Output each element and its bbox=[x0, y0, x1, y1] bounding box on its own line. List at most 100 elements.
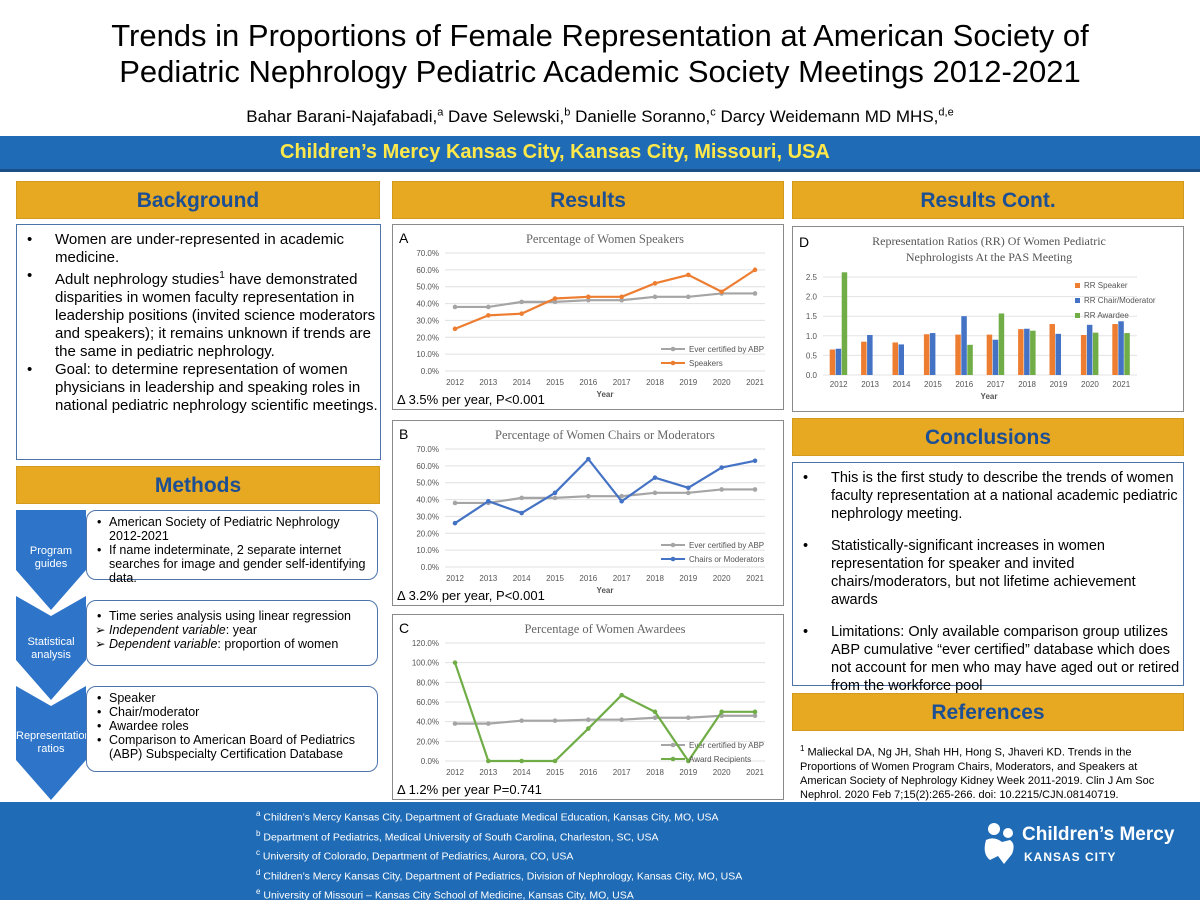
chart-a-series-2-point bbox=[486, 313, 491, 318]
chart-c-series-1-point bbox=[619, 717, 624, 722]
chart-b-ytick: 0.0% bbox=[421, 563, 439, 572]
chart-c-legend-marker bbox=[670, 742, 676, 748]
chart-d-bar-rr-chair-moderator bbox=[929, 333, 936, 375]
chart-c-box: C Percentage of Women Awardees 0.0% 20.0% 40… bbox=[392, 614, 784, 800]
chart-d-legend-swatch bbox=[1075, 313, 1080, 318]
chart-c-legend-label: Ever certified by ABP bbox=[689, 741, 764, 750]
chart-a-ytick: 70.0% bbox=[416, 249, 439, 258]
chart-b-series-1-point bbox=[552, 495, 558, 501]
chart-d-xtick: 2020 bbox=[1081, 380, 1099, 389]
chart-d-bar-rr-chair-moderator bbox=[992, 339, 999, 375]
method-step-3-item-3: Awardee roles bbox=[95, 719, 371, 733]
chart-c-ytick: 40.0% bbox=[416, 718, 439, 727]
chart-b-series-2-point bbox=[452, 520, 458, 526]
chart-d-bar-rr-chair-moderator bbox=[1055, 333, 1061, 375]
chart-a-series-1-point bbox=[552, 299, 558, 305]
logo-subtitle: KANSAS CITY bbox=[1024, 850, 1117, 864]
chart-c-series-1-point bbox=[486, 721, 491, 726]
chart-c-series-1-point bbox=[552, 718, 558, 723]
chart-a-xtick: 2018 bbox=[646, 378, 664, 387]
chart-c-xtick: 2016 bbox=[579, 768, 597, 777]
chart-b-series-2-point bbox=[552, 490, 558, 496]
chart-c-xtick: 2012 bbox=[446, 768, 464, 777]
conclusions-box: This is the first study to describe the … bbox=[792, 462, 1184, 694]
chart-a-series-2-point bbox=[652, 281, 658, 286]
chart-b-legend-marker bbox=[670, 556, 676, 562]
childrens-mercy-logo: Children’s Mercy KANSAS CITY bbox=[980, 820, 1180, 880]
chart-b-xtick: 2016 bbox=[579, 574, 597, 583]
chart-d-legend-swatch bbox=[1075, 283, 1080, 288]
chart-a-ytick: 30.0% bbox=[416, 316, 439, 325]
chart-a-xtick: 2012 bbox=[446, 378, 464, 387]
chart-a-series-1-point bbox=[452, 304, 458, 310]
chart-b-legend-marker bbox=[670, 542, 676, 548]
chart-c-series-1-point bbox=[586, 717, 591, 722]
chart-c-series-2-point bbox=[519, 758, 524, 764]
chart-b-series-2-point bbox=[752, 458, 758, 464]
chart-d-bar-rr-speaker bbox=[892, 342, 898, 375]
chart-c-xtick: 2015 bbox=[546, 768, 564, 777]
chart-b-ytick: 60.0% bbox=[416, 462, 439, 471]
chart-b-series-1-point bbox=[719, 487, 724, 492]
chart-c-title: Percentage of Women Awardees bbox=[524, 622, 685, 636]
chart-c-ytick: 80.0% bbox=[416, 678, 439, 687]
chart-c-series-1-point bbox=[519, 718, 524, 723]
chart-b-ytick: 50.0% bbox=[416, 479, 439, 488]
chart-a-series-1-point bbox=[486, 304, 491, 310]
chart-a-series-1-point bbox=[586, 297, 591, 303]
chart-a-xtick: 2014 bbox=[513, 378, 531, 387]
chart-d-bar-rr-speaker bbox=[1018, 329, 1024, 375]
chart-a-series-2-point bbox=[686, 272, 691, 278]
chart-a-legend-label: Ever certified by ABP bbox=[689, 345, 764, 354]
chart-b-ytick: 30.0% bbox=[416, 512, 439, 521]
chart-c-series-2-point bbox=[552, 758, 558, 764]
chart-b-ytick: 40.0% bbox=[416, 496, 439, 505]
chart-b-xlabel: Year bbox=[597, 586, 614, 595]
chart-d-bar-rr-speaker bbox=[861, 341, 867, 375]
chart-d-ytick: 0.0 bbox=[806, 371, 818, 380]
chart-a-legend-marker bbox=[670, 360, 676, 366]
affiliation-b: b Department of Pediatrics, Medical Univ… bbox=[256, 828, 659, 844]
conclusion-bullet-3: Limitations: Only available comparison g… bbox=[793, 623, 1183, 695]
chart-a-series-2-point bbox=[619, 294, 624, 300]
results-heading: Results bbox=[392, 181, 784, 219]
chart-a-xtick: 2017 bbox=[613, 378, 631, 387]
chart-a-xtick: 2016 bbox=[579, 378, 597, 387]
chart-a-series-2-line bbox=[454, 268, 756, 330]
chart-a-xtick: 2019 bbox=[679, 378, 697, 387]
affiliation-list: a Children’s Mercy Kansas City, Departme… bbox=[256, 806, 742, 900]
author-2: Dave Selewski,b bbox=[443, 106, 571, 126]
method-step-1-item-1: American Society of Pediatric Nephrology… bbox=[95, 515, 371, 543]
chart-b-xtick: 2021 bbox=[746, 574, 764, 583]
chart-b-box: B Percentage of Women Chairs or Moderator… bbox=[392, 420, 784, 606]
institution-name: Children’s Mercy Kansas City, Kansas Cit… bbox=[280, 141, 830, 163]
method-step-3-item-2: Chair/moderator bbox=[95, 705, 371, 719]
chart-d-bar-rr-chair-moderator bbox=[835, 348, 842, 375]
chart-c-series-1-point bbox=[652, 715, 658, 721]
chart-d-bar-rr-awardee bbox=[1030, 330, 1036, 375]
chart-b-series-2-point bbox=[619, 498, 624, 504]
chart-d-title-line-1: Representation Ratios (RR) Of Women Pedi… bbox=[872, 234, 1106, 248]
chart-b-note: Δ 3.2% per year, P<0.001 bbox=[397, 588, 545, 603]
chart-c-legend-label: Award Recipients bbox=[689, 755, 751, 764]
background-bullet-2: Adult nephrology studies1 have demonstra… bbox=[17, 267, 380, 361]
chart-d-bar-rr-speaker bbox=[955, 334, 961, 375]
chart-b-series-1-point bbox=[452, 500, 458, 506]
chart-c-xtick: 2017 bbox=[613, 768, 631, 777]
chart-d-bar-rr-awardee bbox=[998, 313, 1005, 375]
author-3: Danielle Soranno,c bbox=[570, 106, 716, 126]
references-heading: References bbox=[792, 693, 1184, 731]
chart-a-svg: A Percentage of Women Speakers 0.0% 10.0% 20… bbox=[399, 230, 765, 399]
chart-a-series-2-point bbox=[452, 326, 458, 332]
chart-a-series-2-point bbox=[719, 289, 724, 295]
chart-c-svg: C Percentage of Women Awardees 0.0% 20.0% 40… bbox=[399, 620, 765, 777]
chevron-statistical-analysis bbox=[16, 596, 86, 700]
chart-c-xtick: 2020 bbox=[713, 768, 731, 777]
references-box: 1 Malieckal DA, Ng JH, Shah HH, Hong S, … bbox=[792, 734, 1184, 801]
chart-b-xtick: 2017 bbox=[613, 574, 631, 583]
chart-a-ytick: 50.0% bbox=[416, 283, 439, 292]
chart-a-title: Percentage of Women Speakers bbox=[526, 232, 684, 246]
chart-d-legend-swatch bbox=[1075, 298, 1080, 303]
chart-d-ytick: 2.5 bbox=[806, 273, 818, 282]
chart-b-series-2-point bbox=[586, 456, 591, 462]
